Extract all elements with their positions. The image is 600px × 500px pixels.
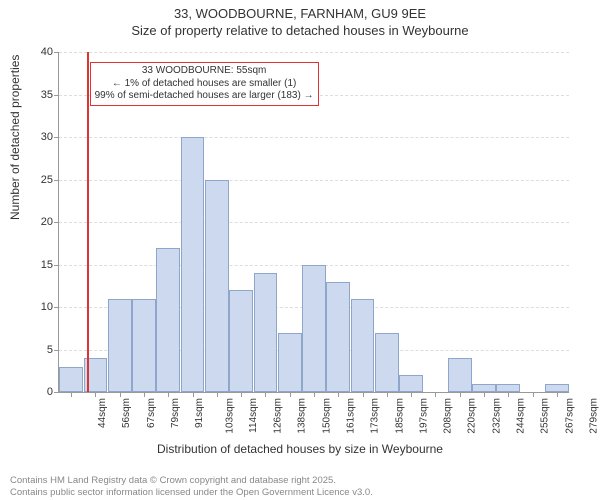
histogram-bar: [472, 384, 496, 393]
x-tick-mark: [193, 392, 194, 397]
x-tick-mark: [557, 392, 558, 397]
y-tick-mark: [54, 52, 59, 53]
x-tick-label: 255sqm: [540, 398, 551, 434]
chart-area: 051015202530354044sqm56sqm67sqm79sqm91sq…: [58, 52, 568, 392]
x-tick-label: 67sqm: [146, 398, 157, 428]
x-tick-mark: [217, 392, 218, 397]
grid-line: [59, 52, 569, 53]
histogram-bar: [108, 299, 132, 393]
x-axis-title: Distribution of detached houses by size …: [0, 442, 600, 456]
annotation-box: 33 WOODBOURNE: 55sqm← 1% of detached hou…: [90, 62, 319, 106]
y-tick-mark: [54, 180, 59, 181]
title-line-1: 33, WOODBOURNE, FARNHAM, GU9 9EE: [0, 6, 600, 23]
x-tick-label: 44sqm: [97, 398, 108, 428]
x-tick-label: 220sqm: [467, 398, 478, 434]
title-line-2: Size of property relative to detached ho…: [0, 23, 600, 40]
x-tick-label: 114sqm: [248, 398, 259, 433]
y-tick-mark: [54, 95, 59, 96]
x-tick-mark: [314, 392, 315, 397]
y-tick-mark: [54, 222, 59, 223]
histogram-bar: [326, 282, 350, 393]
x-tick-mark: [241, 392, 242, 397]
x-tick-label: 150sqm: [321, 398, 332, 434]
grid-line: [59, 137, 569, 138]
histogram-bar: [375, 333, 399, 393]
title-block: 33, WOODBOURNE, FARNHAM, GU9 9EE Size of…: [0, 0, 600, 40]
x-tick-label: 244sqm: [516, 398, 527, 434]
x-tick-mark: [71, 392, 72, 397]
x-tick-label: 91sqm: [194, 398, 205, 428]
x-tick-mark: [265, 392, 266, 397]
y-tick-mark: [54, 265, 59, 266]
x-tick-mark: [290, 392, 291, 397]
x-tick-label: 279sqm: [588, 398, 599, 434]
chart-container: 33, WOODBOURNE, FARNHAM, GU9 9EE Size of…: [0, 0, 600, 500]
x-tick-label: 173sqm: [370, 398, 381, 434]
grid-line: [59, 180, 569, 181]
x-tick-label: 232sqm: [491, 398, 502, 434]
x-tick-mark: [411, 392, 412, 397]
y-tick-mark: [54, 307, 59, 308]
x-tick-mark: [508, 392, 509, 397]
x-tick-label: 56sqm: [121, 398, 132, 428]
histogram-bar: [156, 248, 180, 393]
x-tick-mark: [95, 392, 96, 397]
histogram-bar: [545, 384, 569, 393]
histogram-bar: [399, 375, 423, 392]
histogram-bar: [254, 273, 278, 392]
y-tick-label: 35: [23, 89, 53, 101]
x-tick-label: 185sqm: [394, 398, 405, 434]
y-tick-label: 10: [23, 301, 53, 313]
histogram-bar: [351, 299, 375, 393]
histogram-bar: [278, 333, 302, 393]
y-tick-label: 15: [23, 259, 53, 271]
histogram-bar: [302, 265, 326, 393]
plot-region: 051015202530354044sqm56sqm67sqm79sqm91sq…: [58, 52, 569, 393]
y-axis-title: Number of detached properties: [8, 55, 22, 220]
histogram-bar: [59, 367, 83, 393]
y-tick-label: 30: [23, 131, 53, 143]
x-tick-label: 208sqm: [443, 398, 454, 434]
footer: Contains HM Land Registry data © Crown c…: [10, 475, 373, 498]
footer-line-1: Contains HM Land Registry data © Crown c…: [10, 475, 373, 486]
y-tick-label: 25: [23, 174, 53, 186]
x-tick-label: 197sqm: [418, 398, 429, 434]
x-tick-label: 126sqm: [273, 398, 284, 434]
x-tick-mark: [363, 392, 364, 397]
y-tick-mark: [54, 350, 59, 351]
x-tick-label: 138sqm: [297, 398, 308, 434]
x-tick-mark: [460, 392, 461, 397]
x-tick-label: 79sqm: [170, 398, 181, 428]
annotation-line: ← 1% of detached houses are smaller (1): [95, 78, 314, 91]
y-tick-label: 20: [23, 216, 53, 228]
y-tick-mark: [54, 392, 59, 393]
y-tick-mark: [54, 137, 59, 138]
x-tick-mark: [120, 392, 121, 397]
y-tick-label: 0: [23, 386, 53, 398]
x-tick-mark: [168, 392, 169, 397]
y-tick-label: 5: [23, 344, 53, 356]
histogram-bar: [205, 180, 229, 393]
histogram-bar: [132, 299, 156, 393]
x-tick-label: 267sqm: [564, 398, 575, 434]
x-tick-mark: [387, 392, 388, 397]
x-tick-mark: [144, 392, 145, 397]
annotation-line: 33 WOODBOURNE: 55sqm: [95, 65, 314, 78]
x-tick-mark: [338, 392, 339, 397]
histogram-bar: [229, 290, 253, 392]
x-tick-mark: [533, 392, 534, 397]
histogram-bar: [496, 384, 520, 393]
x-tick-mark: [484, 392, 485, 397]
histogram-bar: [181, 137, 205, 392]
histogram-bar: [448, 358, 472, 392]
grid-line: [59, 222, 569, 223]
footer-line-2: Contains public sector information licen…: [10, 487, 373, 498]
y-tick-label: 40: [23, 46, 53, 58]
x-tick-mark: [435, 392, 436, 397]
annotation-line: 99% of semi-detached houses are larger (…: [95, 90, 314, 103]
x-tick-label: 103sqm: [224, 398, 235, 434]
x-tick-label: 161sqm: [346, 398, 357, 434]
